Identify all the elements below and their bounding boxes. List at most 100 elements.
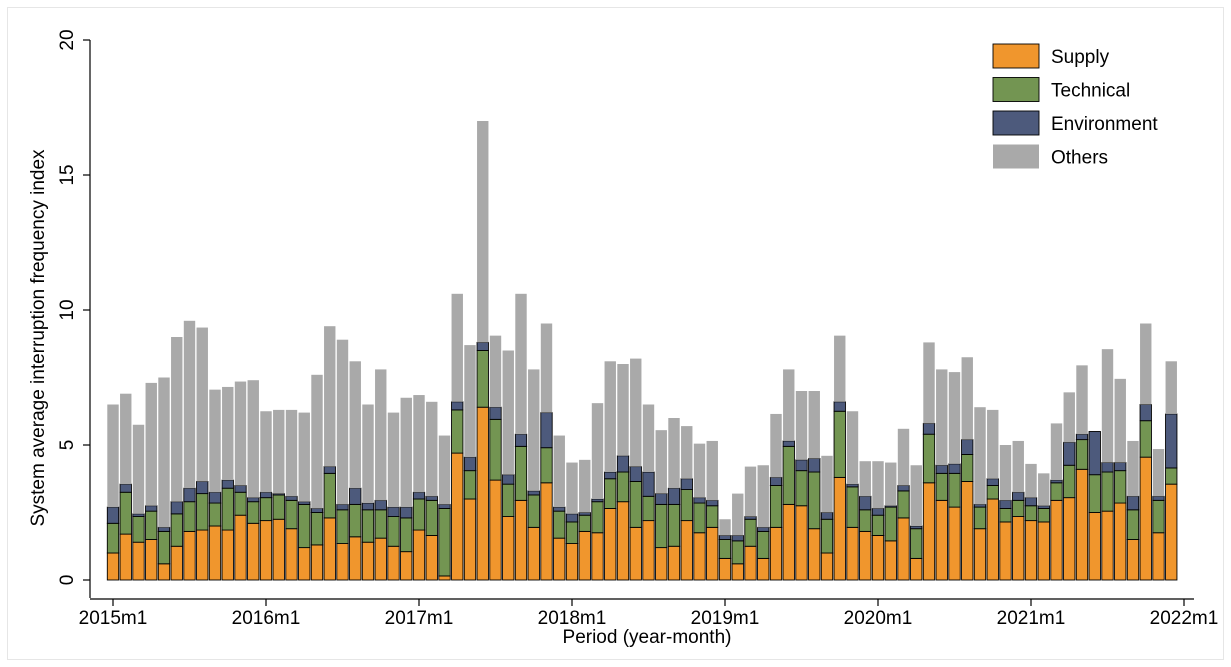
bar-environment-59 <box>859 495 872 511</box>
bar-environment-40 <box>616 455 630 473</box>
bar-others-73 <box>1038 473 1050 506</box>
bar-supply-19 <box>349 536 362 581</box>
bar-supply-62 <box>897 517 910 581</box>
bar-technical-32 <box>514 445 528 501</box>
bar-supply-73 <box>1037 521 1050 581</box>
bar-technical-44 <box>667 503 681 547</box>
x-tick-label-2017m1: 2017m1 <box>385 608 454 629</box>
bar-supply-34 <box>540 482 553 581</box>
bar-supply-70 <box>999 521 1012 581</box>
bar-supply-2 <box>132 541 145 581</box>
bar-others-47 <box>706 440 718 501</box>
bar-technical-76 <box>1075 439 1089 470</box>
bar-others-34 <box>540 323 553 413</box>
bar-environment-49 <box>731 535 744 542</box>
bar-others-76 <box>1076 365 1088 435</box>
bar-technical-31 <box>502 483 515 517</box>
bar-others-56 <box>821 455 833 513</box>
bar-supply-64 <box>922 482 936 581</box>
x-axis-ticks: 2015m1 2016m1 2017m1 2018m1 2019m1 2020m1 2021… <box>79 599 1218 629</box>
bar-environment-39 <box>604 471 617 480</box>
bar-environment-4 <box>157 526 171 532</box>
bar-environment-32 <box>514 433 528 447</box>
bar-environment-82 <box>1152 495 1165 501</box>
bar-others-4 <box>158 377 170 528</box>
y-tick-label-10: 10 <box>57 299 78 320</box>
bar-environment-48 <box>718 535 732 540</box>
bar-technical-25 <box>425 499 438 536</box>
bar-others-62 <box>897 428 910 486</box>
bar-others-6 <box>183 320 196 489</box>
y-tick-label-5: 5 <box>57 440 78 451</box>
bar-environment-23 <box>400 506 413 519</box>
bar-supply-44 <box>667 545 681 581</box>
bar-supply-43 <box>655 547 668 581</box>
bar-environment-3 <box>145 505 158 512</box>
bar-technical-21 <box>374 509 387 539</box>
bar-supply-48 <box>718 557 732 581</box>
bar-others-15 <box>298 412 310 502</box>
bar-others-75 <box>1063 392 1075 443</box>
bar-environment-41 <box>629 466 642 482</box>
bar-technical-12 <box>259 497 273 522</box>
bar-technical-62 <box>897 490 910 519</box>
bar-environment-5 <box>170 501 183 515</box>
legend: Supply Technical Environment Others <box>992 43 1158 169</box>
bar-supply-39 <box>604 508 617 581</box>
bar-others-82 <box>1152 449 1165 497</box>
x-tick-label-2016m1: 2016m1 <box>232 608 301 629</box>
bar-others-50 <box>744 466 757 517</box>
bar-supply-24 <box>412 529 426 581</box>
bar-others-7 <box>196 327 208 482</box>
bar-environment-13 <box>272 493 285 496</box>
bar-others-18 <box>336 339 349 505</box>
bar-environment-7 <box>196 481 209 495</box>
bar-technical-22 <box>387 516 400 547</box>
bar-technical-74 <box>1050 482 1063 501</box>
bar-technical-46 <box>693 502 706 534</box>
bar-environment-29 <box>476 341 489 351</box>
bar-technical-9 <box>221 487 234 531</box>
bar-supply-68 <box>973 528 987 581</box>
x-tick-label-2018m1: 2018m1 <box>538 608 607 629</box>
bar-technical-2 <box>132 516 145 543</box>
y-tick-label-0: 0 <box>57 575 78 586</box>
bar-others-26 <box>438 435 451 505</box>
bar-environment-64 <box>922 422 936 435</box>
bar-supply-71 <box>1012 516 1025 581</box>
bar-technical-42 <box>642 495 655 522</box>
bar-others-19 <box>349 361 361 489</box>
bar-others-48 <box>719 519 731 536</box>
bar-environment-60 <box>871 508 885 516</box>
bar-technical-48 <box>718 539 732 559</box>
bar-environment-20 <box>361 502 375 511</box>
bar-technical-67 <box>961 454 974 482</box>
bar-supply-35 <box>553 537 566 581</box>
y-tick-label-15: 15 <box>57 164 78 185</box>
bar-technical-11 <box>247 501 260 524</box>
bar-technical-54 <box>795 470 808 507</box>
bar-supply-56 <box>820 552 834 581</box>
bar-environment-77 <box>1088 431 1101 476</box>
bar-others-12 <box>260 411 272 493</box>
chart-frame <box>7 7 1224 660</box>
bar-others-28 <box>464 345 476 458</box>
bar-supply-13 <box>272 518 285 581</box>
bar-supply-49 <box>731 563 744 581</box>
bar-others-5 <box>171 337 183 502</box>
bar-others-43 <box>655 430 667 494</box>
bar-supply-41 <box>629 526 642 581</box>
bar-environment-68 <box>973 503 987 508</box>
bar-supply-31 <box>502 516 515 581</box>
bar-technical-63 <box>910 528 923 559</box>
bar-environment-56 <box>820 512 834 520</box>
bar-others-0 <box>107 404 119 508</box>
bar-technical-71 <box>1012 499 1025 518</box>
x-tick-label-2021m1: 2021m1 <box>997 608 1066 629</box>
bar-supply-37 <box>578 530 591 581</box>
bar-technical-24 <box>412 498 426 531</box>
bar-others-49 <box>732 493 744 536</box>
bar-others-66 <box>948 372 961 464</box>
bar-technical-65 <box>935 472 948 501</box>
bar-supply-46 <box>693 532 706 581</box>
